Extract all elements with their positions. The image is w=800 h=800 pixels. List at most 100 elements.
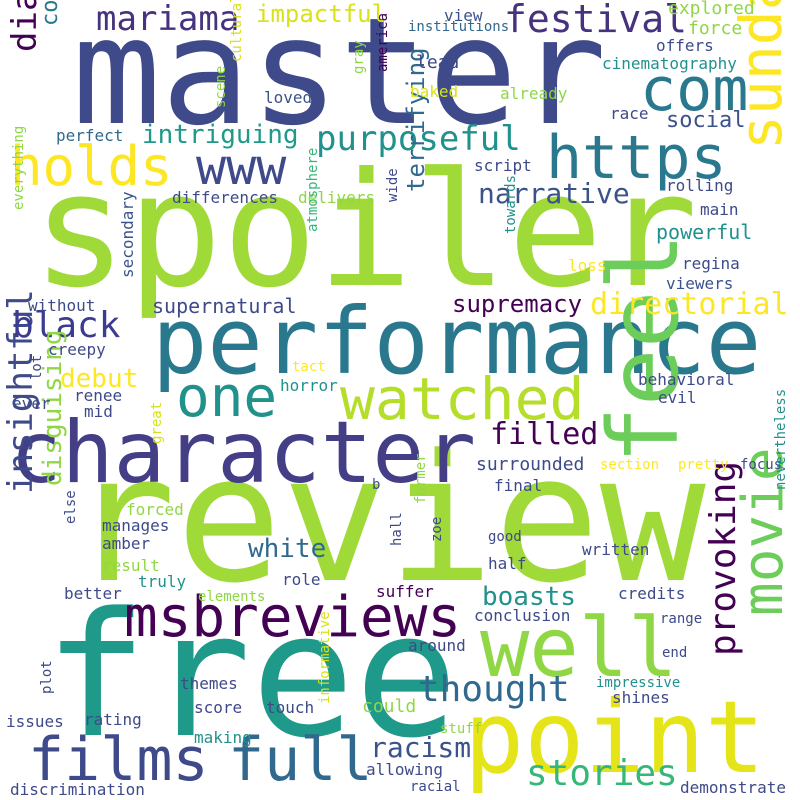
word-scene: scene — [213, 65, 229, 108]
word-regina: regina — [682, 254, 740, 273]
word-mariama: mariama — [96, 0, 240, 39]
word-loss: loss — [568, 256, 607, 275]
word-credits: credits — [618, 584, 686, 603]
word-black: black — [12, 305, 121, 346]
word-loved: loved — [264, 88, 313, 107]
word-directorial: directorial — [590, 287, 789, 322]
word-could: could — [362, 696, 417, 717]
word-race: race — [610, 104, 649, 123]
word-secondary: secondary — [118, 191, 137, 278]
word-conclusion: conclusion — [474, 606, 571, 625]
word-social: social — [666, 108, 746, 133]
word-rolling: rolling — [666, 176, 734, 195]
word-review: review — [70, 417, 706, 622]
word-feel: feel — [588, 232, 700, 464]
word-end: end — [662, 645, 688, 661]
word-demonstrate: demonstrate — [680, 778, 786, 797]
word-amber: amber — [102, 534, 151, 553]
word-pretty: pretty — [678, 457, 729, 473]
word-msbreviews: msbreviews — [124, 585, 462, 650]
word-hall: hall — [389, 512, 405, 546]
word-renee: renee — [74, 386, 123, 405]
word-informative: informative — [317, 611, 333, 704]
word-already: already — [500, 84, 568, 103]
word-former: former — [413, 453, 429, 504]
word-master: master — [72, 0, 607, 158]
word-result: result — [102, 556, 160, 575]
word-script: script — [474, 156, 532, 175]
word-supremacy: supremacy — [452, 290, 583, 318]
word-rating: rating — [84, 710, 142, 729]
word-com: com — [640, 55, 749, 125]
word-watched: watched — [340, 365, 585, 433]
word-making: making — [194, 728, 252, 747]
word-good: good — [488, 529, 522, 545]
word-surrounded: surrounded — [476, 454, 585, 475]
word-stuff: stuff — [440, 721, 483, 737]
word-evil: evil — [658, 388, 697, 407]
word-institutions: institutions — [408, 19, 510, 35]
word-full: full — [228, 725, 373, 795]
word-supernatural: supernatural — [152, 294, 297, 318]
word-baked: baked — [410, 82, 459, 101]
word-stories: stories — [526, 753, 678, 794]
word-impressive: impressive — [596, 675, 681, 691]
word-wide: wide — [385, 168, 401, 202]
word-america: america — [375, 12, 391, 72]
word-lead: lead — [416, 52, 460, 73]
word-performance: performance — [152, 288, 762, 395]
word-role: role — [282, 570, 321, 589]
word-allowing: allowing — [366, 760, 444, 779]
word-gray: gray — [351, 40, 367, 74]
word-lot: lot — [29, 354, 45, 380]
word-thought: thought — [418, 669, 570, 710]
word-character: character — [10, 403, 476, 503]
word-delivers: delivers — [298, 188, 376, 207]
word-www: www — [196, 138, 287, 196]
word-offers: offers — [656, 36, 714, 55]
word-racism: racism — [370, 731, 472, 764]
word-range: range — [660, 611, 703, 627]
word-festival: festival — [504, 0, 688, 41]
word-final: final — [494, 476, 543, 495]
word-filled: filled — [490, 417, 599, 452]
word-touch: touch — [266, 698, 315, 717]
word-issues: issues — [6, 712, 64, 731]
word-white: white — [248, 534, 327, 564]
word-mid: mid — [84, 402, 113, 421]
word-view: view — [444, 6, 483, 25]
word-debut: debut — [60, 364, 139, 394]
word-provoking: provoking — [703, 460, 744, 656]
word-perfect: perfect — [56, 126, 124, 145]
word-atmosphere: atmosphere — [305, 147, 321, 232]
word-narrative: narrative — [478, 177, 630, 210]
word-well: well — [480, 601, 678, 696]
word-around: around — [408, 636, 466, 655]
word-point: point — [464, 679, 766, 796]
word-spoiler: spoiler — [32, 139, 698, 323]
word-powerful: powerful — [656, 220, 753, 244]
word-else: else — [63, 490, 79, 524]
word-section: section — [600, 457, 660, 473]
word-https: https — [546, 123, 727, 193]
word-impactful: impactful — [256, 0, 387, 28]
word-diallo: diallo — [5, 0, 45, 52]
word-discrimination: discrimination — [10, 780, 145, 799]
word-plot: plot — [39, 660, 55, 694]
word-viewers: viewers — [666, 274, 734, 293]
word-free: free — [44, 575, 459, 776]
word-themes: themes — [180, 674, 238, 693]
word-cultural: cultural — [229, 0, 245, 62]
word-cinematography: cinematography — [602, 54, 737, 73]
word-commentary: commentary — [38, 0, 63, 26]
word-boasts: boasts — [482, 582, 576, 612]
word-tact: tact — [292, 359, 326, 375]
word-score: score — [194, 698, 243, 717]
word-force: force — [688, 18, 743, 39]
word-explored: explored — [668, 0, 755, 19]
word-manages: manages — [102, 516, 170, 535]
word-shines: shines — [612, 688, 670, 707]
word-main: main — [700, 200, 739, 219]
word-intriguing: intriguing — [142, 120, 299, 150]
